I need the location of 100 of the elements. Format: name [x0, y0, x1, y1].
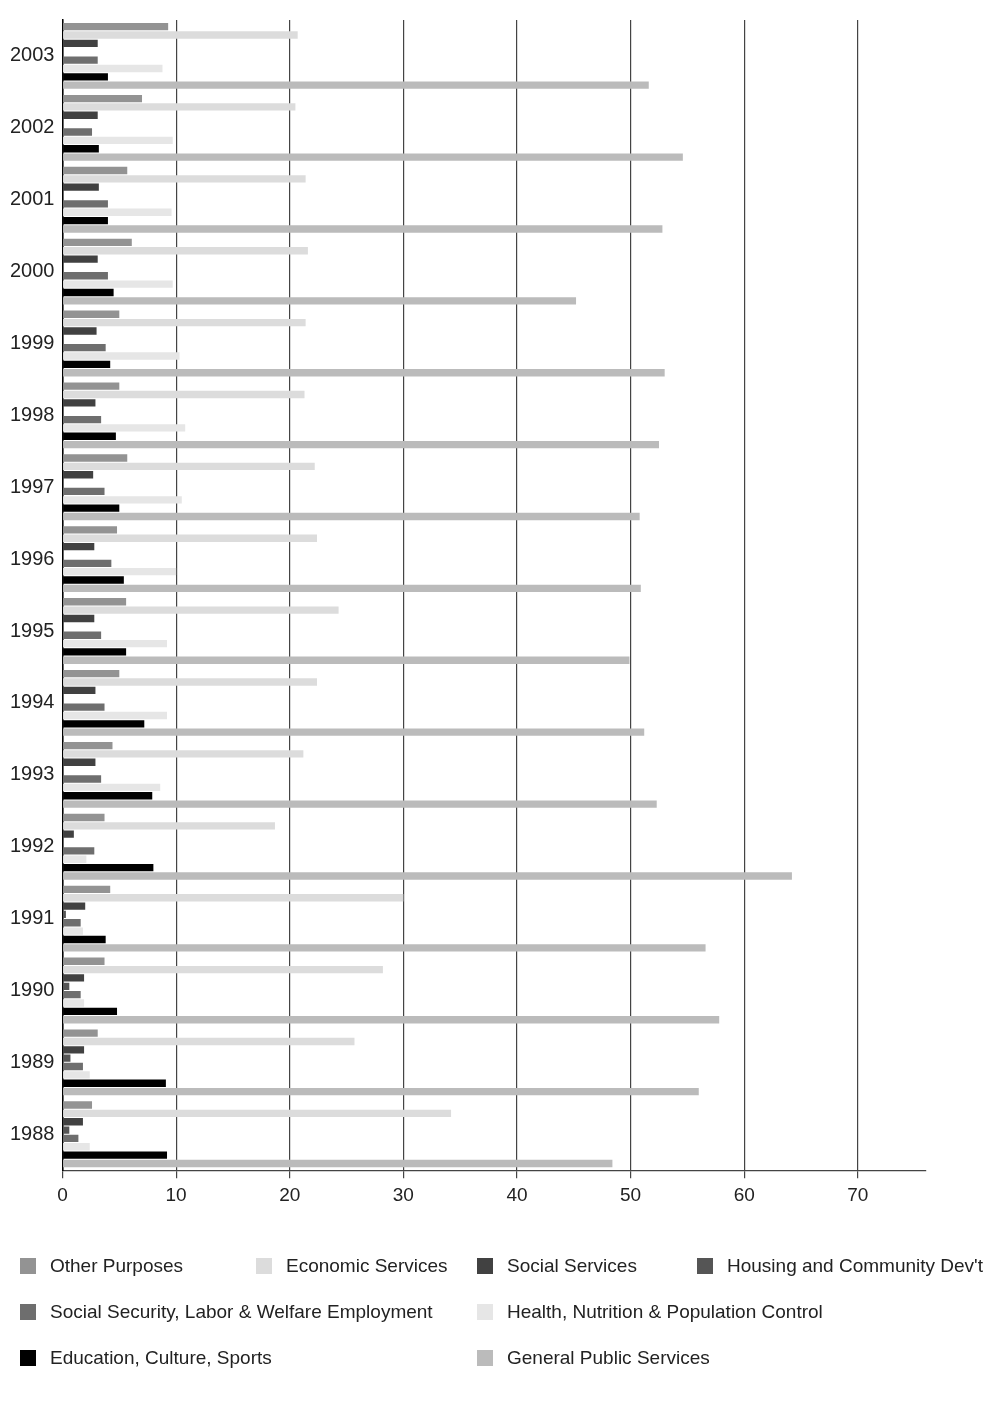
x-tick-label: 20: [279, 1183, 301, 1205]
legend-label: Health, Nutrition & Population Control: [507, 1301, 823, 1323]
bar: [63, 496, 182, 504]
bar: [63, 1046, 85, 1054]
bar: [63, 1134, 79, 1143]
bar: [63, 103, 296, 111]
bar: [63, 614, 95, 623]
y-tick-label: 1998: [9, 402, 55, 425]
bar: [63, 64, 163, 73]
legend-label: Education, Culture, Sports: [50, 1347, 272, 1369]
bar: [63, 23, 169, 31]
bar: [63, 944, 706, 952]
bar: [63, 81, 649, 89]
y-tick-label: 2003: [9, 43, 55, 66]
bar: [63, 1054, 71, 1062]
bar: [63, 31, 298, 39]
bar: [63, 1037, 355, 1046]
bar: [63, 352, 180, 360]
bar: [63, 750, 304, 758]
bar: [63, 1126, 70, 1134]
y-tick-label: 1990: [9, 978, 55, 1000]
x-tick-label: 70: [847, 1183, 869, 1205]
bar: [63, 128, 93, 136]
bar: [63, 957, 105, 965]
x-tick-label: 60: [733, 1183, 755, 1205]
legend-label: Economic Services: [286, 1255, 448, 1277]
y-tick-label: 1996: [9, 546, 55, 569]
bar: [63, 526, 118, 534]
bar: [63, 1118, 83, 1126]
bar: [63, 297, 577, 305]
bar: [63, 94, 143, 103]
bar: [63, 280, 173, 288]
bar: [63, 894, 404, 902]
bar: [63, 670, 120, 678]
bar: [63, 512, 640, 521]
y-tick-label: 2002: [9, 115, 55, 138]
x-tick-label: 0: [57, 1183, 68, 1205]
bar: [63, 999, 85, 1007]
bar: [63, 272, 108, 280]
bar: [63, 454, 128, 462]
bar: [63, 534, 317, 542]
bar: [63, 1159, 613, 1168]
legend-label: Housing and Community Dev't: [727, 1255, 984, 1277]
bar: [63, 175, 306, 183]
legend-label: Social Services: [507, 1255, 637, 1277]
bar: [63, 847, 95, 855]
bar: [63, 568, 177, 576]
bar: [63, 990, 81, 999]
bar: [63, 183, 99, 191]
bar: [63, 471, 94, 479]
y-tick-label: 1993: [9, 762, 55, 785]
bar: [63, 1016, 720, 1024]
bar: [63, 225, 663, 233]
bar: [63, 200, 108, 208]
bar: [63, 1087, 699, 1096]
y-tick-label: 2000: [9, 259, 55, 282]
bar: [63, 598, 127, 606]
y-tick-label: 2001: [9, 187, 55, 210]
bar: [63, 462, 315, 471]
bar: [63, 344, 106, 352]
legend-label: Social Security, Labor & Welfare Employment: [50, 1301, 433, 1323]
bar: [63, 166, 128, 175]
bar: [63, 310, 120, 318]
bar: [63, 728, 645, 736]
bar: [63, 1143, 90, 1151]
bar: [63, 1029, 98, 1037]
bar: [63, 910, 66, 919]
bar: [63, 711, 168, 720]
bar: [63, 656, 630, 664]
bar: [63, 800, 657, 808]
bar: [63, 369, 665, 377]
bar: [63, 1109, 452, 1118]
bar: [63, 39, 98, 48]
bar: [63, 686, 96, 695]
bar: [63, 822, 275, 830]
y-tick-label: 1994: [9, 690, 55, 713]
bar: [63, 965, 383, 974]
bar: [63, 606, 339, 614]
y-tick-label: 1988: [9, 1121, 55, 1144]
bar: [63, 424, 186, 432]
bar: [63, 255, 98, 263]
bar: [63, 327, 97, 335]
y-tick-label: 1997: [9, 474, 55, 497]
bar: [63, 111, 98, 119]
y-tick-label: 1989: [9, 1049, 55, 1072]
bar: [63, 758, 96, 766]
bar: [63, 1071, 90, 1079]
bar: [63, 390, 305, 399]
x-tick-label: 50: [620, 1183, 642, 1205]
legend-label: General Public Services: [507, 1347, 710, 1369]
y-tick-label: 1992: [9, 834, 55, 857]
bar: [63, 542, 95, 551]
bar: [63, 415, 102, 424]
bar: [63, 631, 102, 639]
bar: [63, 927, 83, 935]
bar: [63, 318, 306, 327]
legend-label: Other Purposes: [50, 1255, 184, 1277]
bar: [63, 783, 161, 792]
bar: [63, 872, 792, 880]
bar: [63, 830, 74, 838]
